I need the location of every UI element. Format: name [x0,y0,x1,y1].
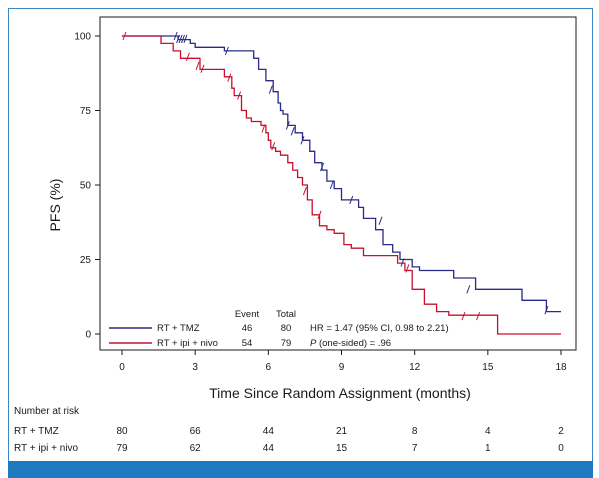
legend-label-tmz: RT + TMZ [157,323,200,334]
censor-mark [237,91,242,100]
risk-value: 4 [485,426,491,437]
censor-mark [122,31,127,41]
risk-row-label-ipi: RT + ipi + nivo [14,443,79,454]
risk-value: 2 [558,426,564,437]
y-axis-label: PFS (%) [47,179,63,232]
legend-event-tmz: 46 [242,323,253,334]
x-tick-label: 0 [119,362,125,373]
censor-mark [290,127,295,136]
censor-mark [544,305,549,315]
figure-frame [8,8,593,462]
legend: Event Total RT + TMZ 46 80 HR = 1.47 (95… [109,309,449,349]
censor-mark [261,124,266,133]
axes-group: 0 25 50 75 100 0 3 6 9 12 15 18 [74,16,577,373]
censor-mark [317,210,322,219]
risk-value: 44 [262,426,274,437]
y-tick-label: 0 [85,330,91,341]
censor-mark [181,34,185,44]
censor-mark [378,216,383,225]
risk-value: 15 [335,443,348,454]
risk-value: 79 [116,443,128,454]
legend-total-tmz: 80 [281,323,292,334]
risk-value: 80 [116,426,128,437]
legend-pvalue-text: (one-sided) = .96 [316,338,391,349]
legend-hr: HR = 1.47 (95% CI, 0.98 to 2.21) [310,323,449,334]
censor-mark [300,136,305,145]
x-tick-label: 3 [192,362,198,373]
censor-marks-group [122,31,549,321]
censor-mark [200,64,205,73]
legend-event-ipi: 54 [242,338,253,349]
censor-mark [176,34,181,44]
bottom-accent-bar [8,461,593,478]
censor-mark [271,142,276,151]
censor-mark [461,311,466,321]
risk-value: 44 [262,443,274,454]
x-tick-label: 12 [409,362,421,373]
x-tick-label: 15 [482,362,494,373]
x-tick-label: 18 [555,362,567,373]
censor-mark [183,34,188,44]
censor-mark [405,264,410,273]
risk-table-title: Number at risk [14,406,80,417]
x-tick-label: 6 [266,362,272,373]
plot-area-box [99,16,577,351]
y-tick-label: 75 [80,106,92,117]
censor-mark [185,52,190,62]
risk-value: 21 [335,426,348,437]
x-tick-label: 9 [339,362,345,373]
censor-mark [302,186,307,196]
risk-value: 8 [411,426,418,437]
censor-mark [466,285,471,294]
censor-mark [173,31,178,41]
risk-value: 66 [189,426,201,437]
risk-value: 62 [189,443,201,454]
censor-mark [476,311,481,321]
x-axis-label: Time Since Random Assignment (months) [209,385,471,401]
legend-pvalue-italic: P [310,338,317,349]
curves-group [122,35,561,335]
censor-mark [285,121,290,130]
risk-row-label-tmz: RT + TMZ [14,426,59,437]
censor-mark [268,85,273,94]
legend-total-ipi: 79 [281,338,292,349]
censor-mark [329,180,334,190]
censor-mark [320,162,324,172]
censor-mark [224,46,229,56]
y-tick-label: 50 [80,181,92,192]
risk-value: 0 [558,443,564,454]
legend-col-total: Total [276,309,296,320]
y-tick-label: 25 [80,255,92,266]
censor-mark [227,73,232,82]
censor-mark [400,258,405,267]
legend-col-event: Event [235,309,260,320]
censor-mark [349,195,354,205]
censor-mark [195,61,200,70]
legend-label-ipi: RT + ipi + nivo [157,338,218,349]
legend-pvalue: P (one-sided) = .96 [310,338,391,349]
y-tick-label: 100 [74,32,91,43]
censor-mark [178,34,183,44]
series-line-rt-tmz [122,35,561,313]
series-line-rt-ipi-nivo [122,35,561,335]
risk-value: 7 [411,443,418,454]
risk-value: 1 [485,443,491,454]
